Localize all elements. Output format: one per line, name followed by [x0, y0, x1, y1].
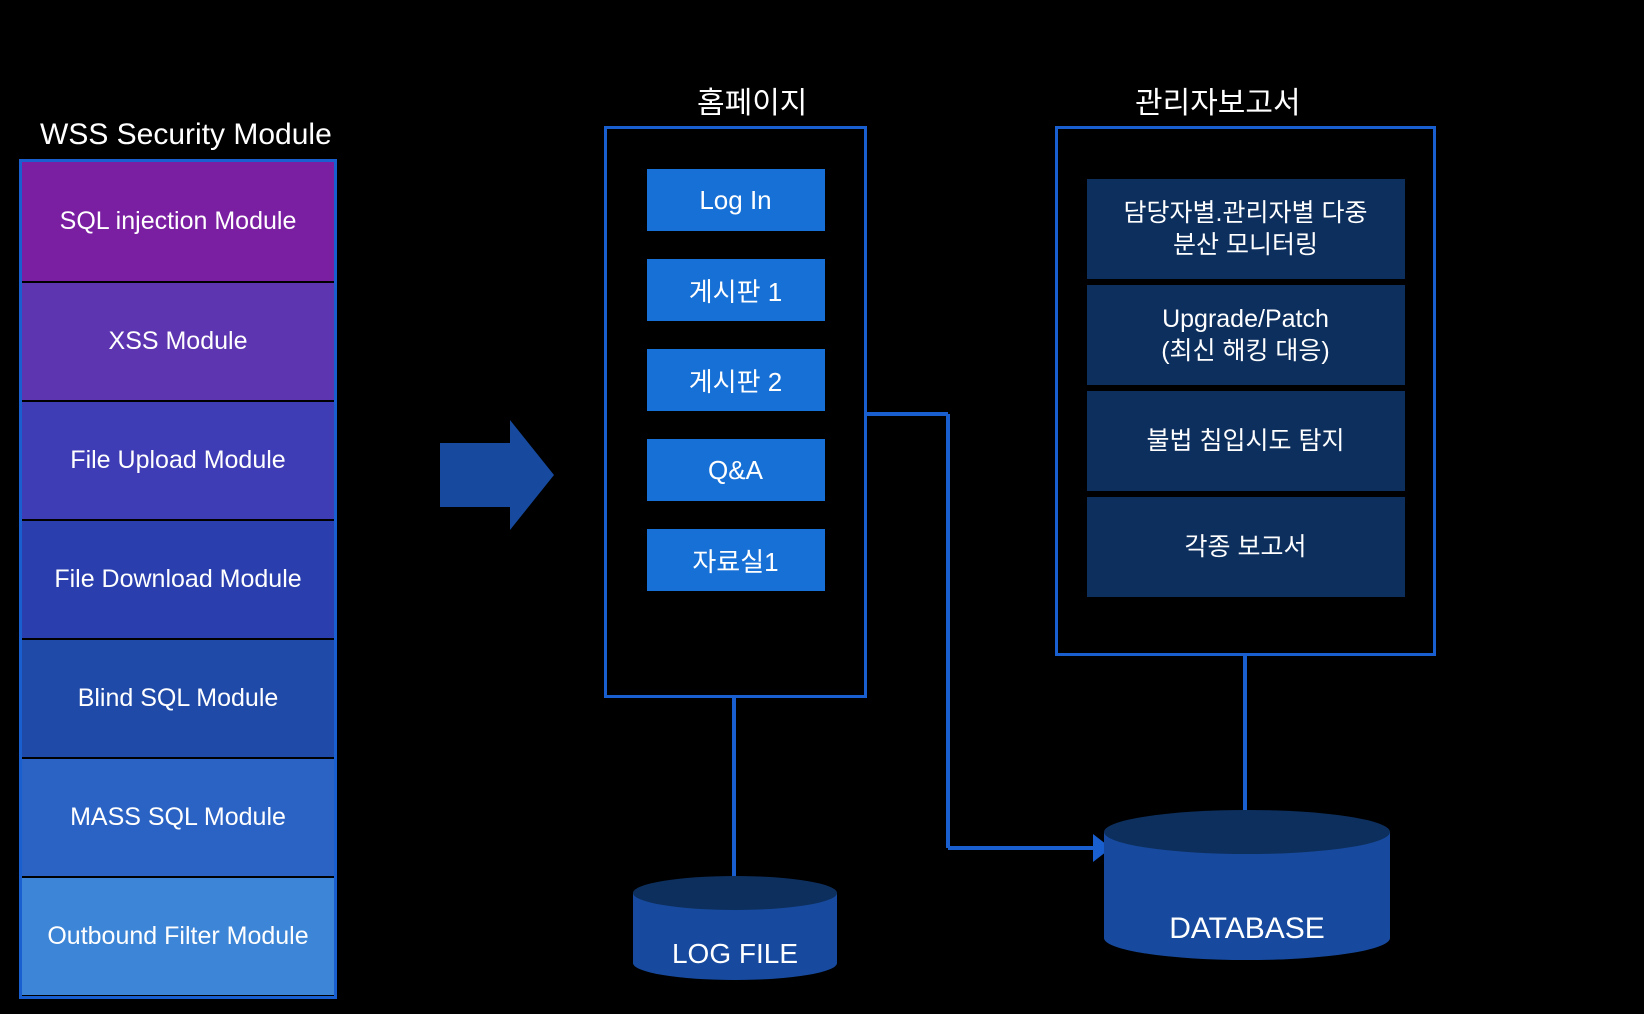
database-cylinder-label: DATABASE — [1104, 912, 1390, 946]
page-item: Log In — [647, 169, 825, 231]
module-item: Outbound Filter Module — [22, 876, 334, 995]
page-column-title: 홈페이지 — [697, 78, 807, 122]
log-file-cylinder: LOG FILE — [633, 876, 837, 980]
database-cylinder: DATABASE — [1104, 810, 1390, 960]
log-file-cylinder-label: LOG FILE — [633, 938, 837, 970]
report-box: 담당자별.관리자별 다중 분산 모니터링Upgrade/Patch (최신 해킹… — [1055, 126, 1436, 656]
page-item: Q&A — [647, 439, 825, 501]
module-item: File Download Module — [22, 519, 334, 638]
report-column-title: 관리자보고서 — [1135, 78, 1301, 122]
connector-page-right-h — [867, 412, 948, 416]
arrow-modules-to-page — [440, 420, 554, 530]
module-item: Blind SQL Module — [22, 638, 334, 757]
connector-report-to-db — [1243, 656, 1247, 810]
page-box: Log In 게시판 1 게시판 2 Q&A 자료실1 — [604, 126, 867, 698]
report-item: Upgrade/Patch (최신 해킹 대응) — [1087, 285, 1405, 385]
report-item: 담당자별.관리자별 다중 분산 모니터링 — [1087, 179, 1405, 279]
report-item: 각종 보고서 — [1087, 497, 1405, 597]
report-item: 불법 침입시도 탐지 — [1087, 391, 1405, 491]
page-item: 게시판 1 — [647, 259, 825, 321]
modules-box: SQL injection ModuleXSS ModuleFile Uploa… — [19, 159, 337, 999]
connector-right-to-db — [948, 846, 1095, 850]
module-item: File Upload Module — [22, 400, 334, 519]
page-item: 게시판 2 — [647, 349, 825, 411]
connector-page-to-log — [732, 698, 736, 876]
module-item: XSS Module — [22, 281, 334, 400]
connector-right-down — [946, 414, 950, 848]
page-item: 자료실1 — [647, 529, 825, 591]
modules-column-title: WSS Security Module — [40, 118, 332, 152]
module-item: SQL injection Module — [22, 162, 334, 281]
module-item: MASS SQL Module — [22, 757, 334, 876]
